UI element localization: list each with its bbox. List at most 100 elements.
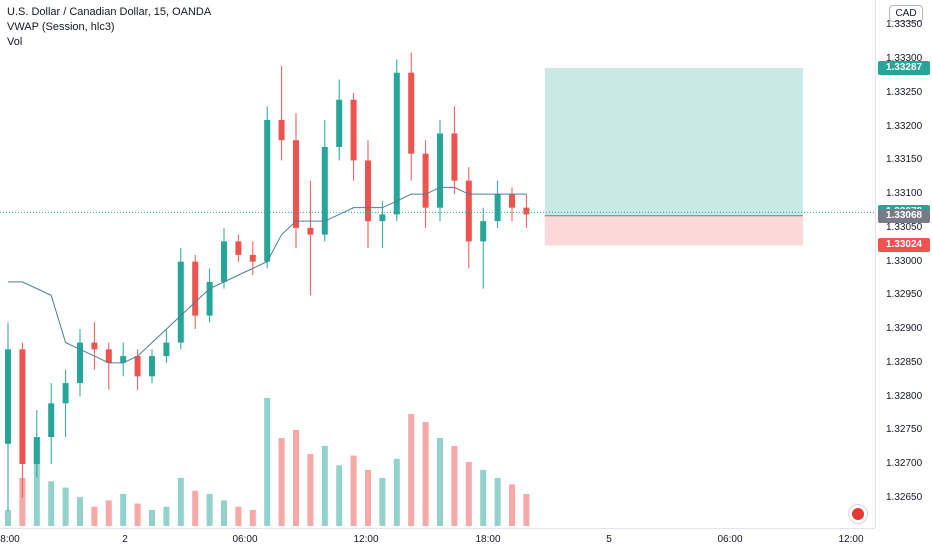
volume-bar [480,470,487,526]
candle-body [321,146,328,235]
price-tick-label: 1.33150 [886,154,923,166]
volume-bar [523,494,530,526]
candle-body [163,342,170,357]
candle-body [393,72,400,215]
volume-bar [149,510,155,526]
price-tick-label: 1.32800 [886,390,923,402]
symbol-legend[interactable]: U.S. Dollar / Canadian Dollar, 15, OANDA [7,6,212,18]
candle-body [365,160,371,222]
candle-body [206,281,213,316]
time-tick-label: 5 [606,534,612,545]
candle-body [336,99,343,147]
candle-body [278,119,285,141]
stop-zone [544,215,803,246]
currency-label[interactable]: CAD [889,5,923,22]
volume-bar [278,438,285,526]
candle-body [105,349,112,363]
candle-body [134,356,141,377]
price-tick-label: 1.33100 [886,188,923,200]
candle-body [19,349,26,465]
price-tick-label: 1.32850 [886,356,923,368]
time-tick-label: 18:00 [475,534,501,545]
volume-bar [365,470,371,526]
volume-bar [206,494,213,526]
volume-bar [293,430,299,526]
volume-bar [264,398,271,526]
volume-bar [5,510,11,526]
volume-bar [307,454,314,526]
vwap-line [8,186,527,364]
price-tick-label: 1.33200 [886,120,923,132]
volume-bar [33,438,40,526]
candle-body [451,133,458,181]
price-tick-label: 1.33300 [886,53,923,65]
candle-body [5,349,11,444]
entry-price-badge: 1.33068 [878,208,930,223]
canada-flag-icon[interactable] [848,504,868,524]
price-tick-label: 1.32950 [886,289,923,301]
chart-svg[interactable] [0,0,875,528]
volume-bar [192,490,199,526]
volume-bar [48,481,55,526]
candle-body [437,133,443,208]
price-tick-label: 1.33350 [886,19,923,31]
candle-body [91,342,98,350]
target-price-badge: 1.33287 [878,60,930,75]
volume-bar [465,462,472,526]
volume-bar [163,506,170,526]
time-tick-label: 8:00 [0,534,20,545]
candle-body [379,214,386,222]
candle-body [235,241,242,255]
volume-bar [91,506,98,526]
price-tick-label: 1.33000 [886,255,923,267]
chart-plot-area[interactable]: U.S. Dollar / Canadian Dollar, 15, OANDA… [0,0,875,528]
price-tick-label: 1.32750 [886,424,923,436]
price-axis[interactable]: CAD 1.33350 1.33300 1.33250 1.33200 1.33150 1… [875,0,932,528]
time-tick-label: 2 [122,534,128,545]
volume-legend[interactable]: Vol [7,36,23,48]
time-axis[interactable]: 8:00 2 06:00 12:00 18:00 5 06:00 12:00 [0,528,875,550]
volume-bar [134,503,141,526]
candle-body [264,119,271,262]
time-tick-label: 06:00 [717,534,743,545]
price-tick-label: 1.32700 [886,458,923,470]
candle-body [509,194,515,208]
candle-body [465,180,472,242]
price-tick-label: 1.33050 [886,221,923,233]
volume-bar [177,478,184,526]
volume-bar [494,478,501,526]
volume-bar [350,455,357,526]
stop-price-badge: 1.33024 [878,238,930,253]
candle-body [293,140,299,228]
volume-bar [336,465,343,526]
candle-body [120,356,127,363]
volume-bar [379,478,386,526]
candle-body [249,254,256,262]
volume-bar [321,446,328,526]
time-tick-label: 12:00 [838,534,864,545]
candle-body [33,437,40,465]
volume-bar [235,506,242,526]
candle-body [77,342,83,384]
volume-bar [509,484,515,526]
volume-bar [105,500,112,526]
candle-body [350,99,357,161]
volume-bar [19,478,26,526]
vwap-legend[interactable]: VWAP (Session, hlc3) [7,21,115,33]
volume-bar [408,414,415,526]
candle-body [48,403,55,438]
volume-bar [120,494,127,526]
time-tick-label: 06:00 [232,534,258,545]
volume-bar [393,458,400,526]
candle-body [62,383,69,404]
price-tick-label: 1.32650 [886,491,923,503]
target-zone [544,67,803,216]
candle-body [523,207,530,215]
candle-body [307,227,314,235]
volume-bar [62,487,69,526]
volume-bar [437,438,443,526]
volume-bar [77,497,83,526]
candle-body [494,194,501,222]
time-tick-label: 12:00 [353,534,379,545]
